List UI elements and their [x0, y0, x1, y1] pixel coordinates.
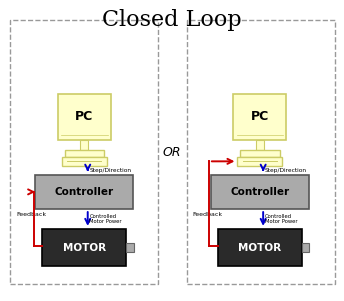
Text: PC: PC: [250, 110, 269, 123]
Bar: [62, 157, 107, 166]
Text: Controlled
Motor Power: Controlled Motor Power: [265, 214, 298, 224]
Text: Controlled
Motor Power: Controlled Motor Power: [89, 214, 122, 224]
Bar: [80, 140, 88, 150]
Bar: [65, 150, 104, 157]
Text: Feedback: Feedback: [192, 212, 222, 217]
Bar: [240, 150, 279, 157]
Bar: [302, 243, 309, 252]
Bar: [10, 20, 158, 284]
Text: Feedback: Feedback: [17, 212, 47, 217]
Bar: [237, 157, 282, 166]
Text: OR: OR: [163, 145, 181, 159]
Bar: [233, 94, 286, 140]
Text: Controller: Controller: [55, 187, 114, 197]
Bar: [35, 175, 133, 209]
Bar: [187, 20, 335, 284]
Text: Step/Direction: Step/Direction: [89, 168, 131, 172]
Text: PC: PC: [75, 110, 94, 123]
Text: MOTOR: MOTOR: [238, 243, 281, 253]
Text: Controller: Controller: [230, 187, 289, 197]
Text: Closed Loop: Closed Loop: [102, 9, 242, 31]
Text: Step/Direction: Step/Direction: [265, 168, 307, 172]
Text: MOTOR: MOTOR: [63, 243, 106, 253]
Bar: [57, 94, 111, 140]
Bar: [211, 175, 309, 209]
Bar: [42, 229, 127, 266]
Bar: [218, 229, 302, 266]
Bar: [127, 243, 134, 252]
Bar: [256, 140, 264, 150]
